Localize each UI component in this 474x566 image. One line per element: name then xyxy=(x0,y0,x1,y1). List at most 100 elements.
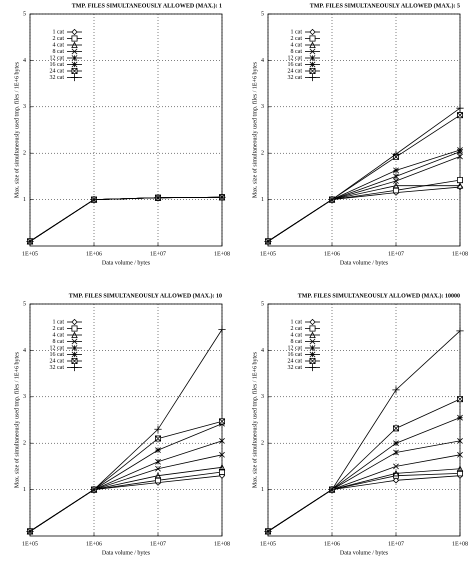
y-tick-label: 5 xyxy=(261,11,264,17)
legend-marker xyxy=(309,28,316,36)
x-tick-label: 1E+06 xyxy=(86,251,102,257)
legend-marker xyxy=(71,41,78,48)
data-point xyxy=(90,485,98,494)
legend-marker xyxy=(309,338,316,345)
series-line xyxy=(29,196,223,242)
legend-label: 16 cat xyxy=(50,62,65,68)
legend-marker xyxy=(309,61,316,68)
subplot-title: TMP. FILES SIMULTANEOUSLY ALLOWED (MAX.)… xyxy=(69,292,222,299)
legend-label: 24 cat xyxy=(50,68,65,74)
data-point xyxy=(456,104,464,112)
y-tick-label: 1 xyxy=(261,487,264,493)
legend-label: 24 cat xyxy=(50,358,65,364)
legend-label: 12 cat xyxy=(50,345,65,351)
legend-marker xyxy=(71,351,78,358)
data-point xyxy=(155,447,161,454)
legend-label: 24 cat xyxy=(288,68,303,74)
data-point xyxy=(154,194,162,202)
data-point xyxy=(392,150,400,158)
y-tick-label: 5 xyxy=(261,301,264,307)
data-point xyxy=(219,418,225,425)
data-point xyxy=(154,472,162,479)
series-line xyxy=(267,475,461,532)
series-line xyxy=(29,196,223,242)
y-tick-label: 5 xyxy=(23,301,26,307)
data-point xyxy=(393,173,399,180)
data-point xyxy=(328,195,336,204)
subplot-title: TMP. FILES SIMULTANEOUSLY ALLOWED (MAX.)… xyxy=(310,2,460,9)
legend-label: 32 cat xyxy=(50,365,65,371)
series-line xyxy=(267,156,461,242)
y-axis-label: Max. size of simultaneously used tmp. fi… xyxy=(251,351,258,488)
legend-label: 16 cat xyxy=(288,352,303,358)
legend-marker xyxy=(71,68,78,74)
y-tick-label: 1 xyxy=(23,197,26,203)
legend-marker xyxy=(309,55,316,61)
legend-marker xyxy=(71,61,78,68)
legend-marker xyxy=(309,318,316,326)
data-point xyxy=(393,440,399,447)
legend-marker xyxy=(70,363,79,372)
series-line xyxy=(29,454,223,532)
series-line xyxy=(267,472,461,532)
y-tick-label: 2 xyxy=(23,151,26,157)
legend-marker xyxy=(308,363,317,372)
data-point xyxy=(393,449,399,456)
x-tick-label: 1E+05 xyxy=(22,251,38,257)
legend-marker xyxy=(71,35,78,42)
subplot-title: TMP. FILES SIMULTANEOUSLY ALLOWED (MAX.)… xyxy=(72,2,222,9)
legend-label: 1 cat xyxy=(291,29,303,35)
data-point xyxy=(457,153,463,160)
data-point xyxy=(90,195,98,204)
y-tick-label: 3 xyxy=(23,394,26,400)
series-line xyxy=(267,107,461,242)
legend-label: 24 cat xyxy=(288,358,303,364)
y-tick-label: 5 xyxy=(23,11,26,17)
legend-label: 4 cat xyxy=(291,332,303,338)
series-line xyxy=(29,423,223,532)
data-point xyxy=(457,437,463,444)
legend-marker xyxy=(309,35,316,42)
legend-label: 8 cat xyxy=(53,49,65,55)
legend-label: 1 cat xyxy=(53,29,65,35)
legend-marker xyxy=(71,318,78,326)
x-tick-label: 1E+05 xyxy=(260,541,276,547)
data-point xyxy=(26,527,34,535)
legend-marker xyxy=(70,73,79,82)
data-point xyxy=(457,112,463,119)
legend-marker xyxy=(309,48,316,55)
data-point xyxy=(155,477,161,484)
legend-label: 2 cat xyxy=(291,36,303,42)
data-point xyxy=(456,327,464,335)
y-axis-label: Max. size of simultaneously used tmp. fi… xyxy=(13,351,20,488)
data-point xyxy=(155,465,161,472)
y-tick-label: 2 xyxy=(261,441,264,447)
x-tick-label: 1E+07 xyxy=(150,541,166,547)
data-point xyxy=(457,414,463,421)
legend-label: 12 cat xyxy=(288,345,303,351)
x-tick-label: 1E+07 xyxy=(388,541,404,547)
legend-label: 32 cat xyxy=(288,75,303,81)
legend-marker xyxy=(309,345,316,351)
x-axis-label: Data volume / bytes xyxy=(102,550,151,556)
x-tick-label: 1E+06 xyxy=(86,541,102,547)
legend-label: 4 cat xyxy=(291,42,303,48)
series-line xyxy=(29,421,223,532)
data-point xyxy=(392,469,400,477)
legend-marker xyxy=(309,351,316,358)
data-point xyxy=(457,470,463,477)
x-tick-label: 1E+06 xyxy=(324,541,340,547)
series-line xyxy=(29,196,223,242)
legend-label: 2 cat xyxy=(291,326,303,332)
y-tick-label: 4 xyxy=(261,348,264,354)
y-tick-label: 1 xyxy=(23,487,26,493)
series-line xyxy=(267,151,461,242)
y-axis-label: Max. size of simultaneously used tmp. fi… xyxy=(251,61,258,198)
legend-label: 2 cat xyxy=(53,326,65,332)
data-point xyxy=(456,182,464,189)
data-point xyxy=(456,465,464,472)
data-point xyxy=(264,237,272,245)
legend-label: 1 cat xyxy=(291,319,303,325)
data-point xyxy=(393,425,399,432)
